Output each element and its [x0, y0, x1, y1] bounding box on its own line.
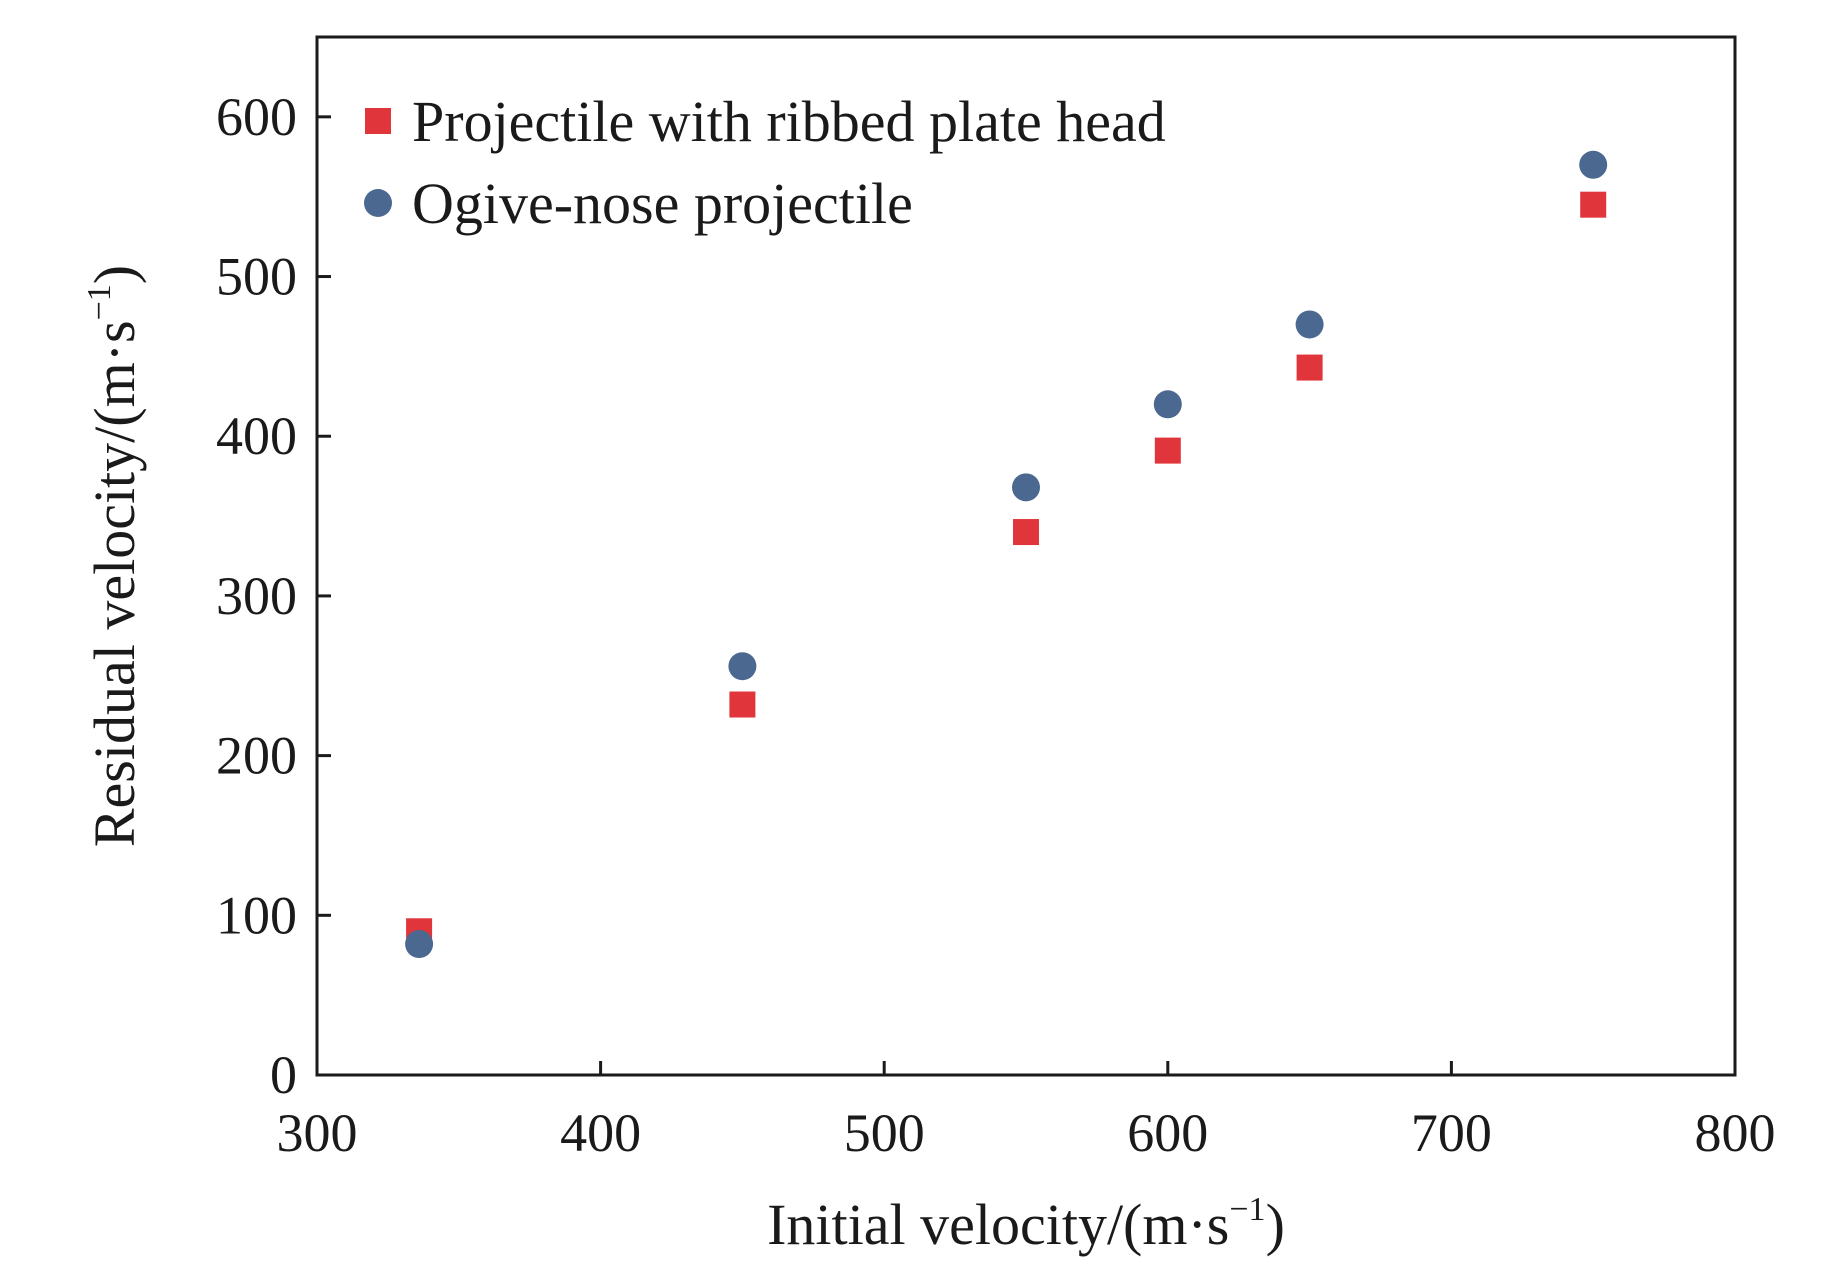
point-ogive-nose: [1295, 310, 1324, 339]
y-tick-label: 500: [216, 247, 297, 307]
point-ogive-nose: [728, 652, 757, 681]
point-ogive-nose: [405, 930, 434, 959]
point-ogive-nose: [1579, 150, 1608, 179]
data-points: [405, 150, 1608, 959]
x-tick-label: 300: [277, 1103, 358, 1163]
x-axis-title: Initial velocity/(m·s−1): [767, 1191, 1285, 1257]
legend-square-icon: [365, 108, 391, 134]
point-ogive-nose: [1012, 473, 1040, 502]
point-ogive-nose: [1153, 390, 1182, 419]
y-tick-label: 600: [216, 87, 297, 147]
point-ribbed-plate-head: [1013, 519, 1039, 546]
x-tick-label: 600: [1127, 1103, 1208, 1163]
legend: Projectile with ribbed plate head Ogive-n…: [364, 89, 1166, 236]
x-axis: 300 400 500 600 700 800: [277, 1061, 1776, 1163]
legend-label: Projectile with ribbed plate head: [412, 89, 1166, 154]
y-axis: 0 100 200 300 400 500 600: [216, 87, 331, 1105]
point-ribbed-plate-head: [1580, 191, 1607, 218]
x-tick-label: 500: [844, 1103, 925, 1163]
x-tick-label: 400: [560, 1103, 641, 1163]
point-ribbed-plate-head: [1154, 437, 1181, 464]
y-tick-label: 300: [216, 566, 297, 626]
legend-label: Ogive-nose projectile: [412, 171, 913, 236]
x-tick-label: 800: [1695, 1103, 1776, 1163]
point-ribbed-plate-head: [1296, 354, 1323, 381]
y-tick-label: 400: [216, 406, 297, 466]
plot-frame: [315, 35, 1737, 1077]
y-tick-label: 200: [216, 726, 297, 786]
x-tick-label: 700: [1411, 1103, 1492, 1163]
y-tick-label: 100: [216, 885, 297, 945]
point-ribbed-plate-head: [729, 691, 756, 718]
y-axis-title: Residual velocity/(m·s−1): [81, 265, 147, 847]
y-tick-label: 0: [270, 1045, 297, 1105]
legend-circle-icon: [364, 189, 392, 217]
